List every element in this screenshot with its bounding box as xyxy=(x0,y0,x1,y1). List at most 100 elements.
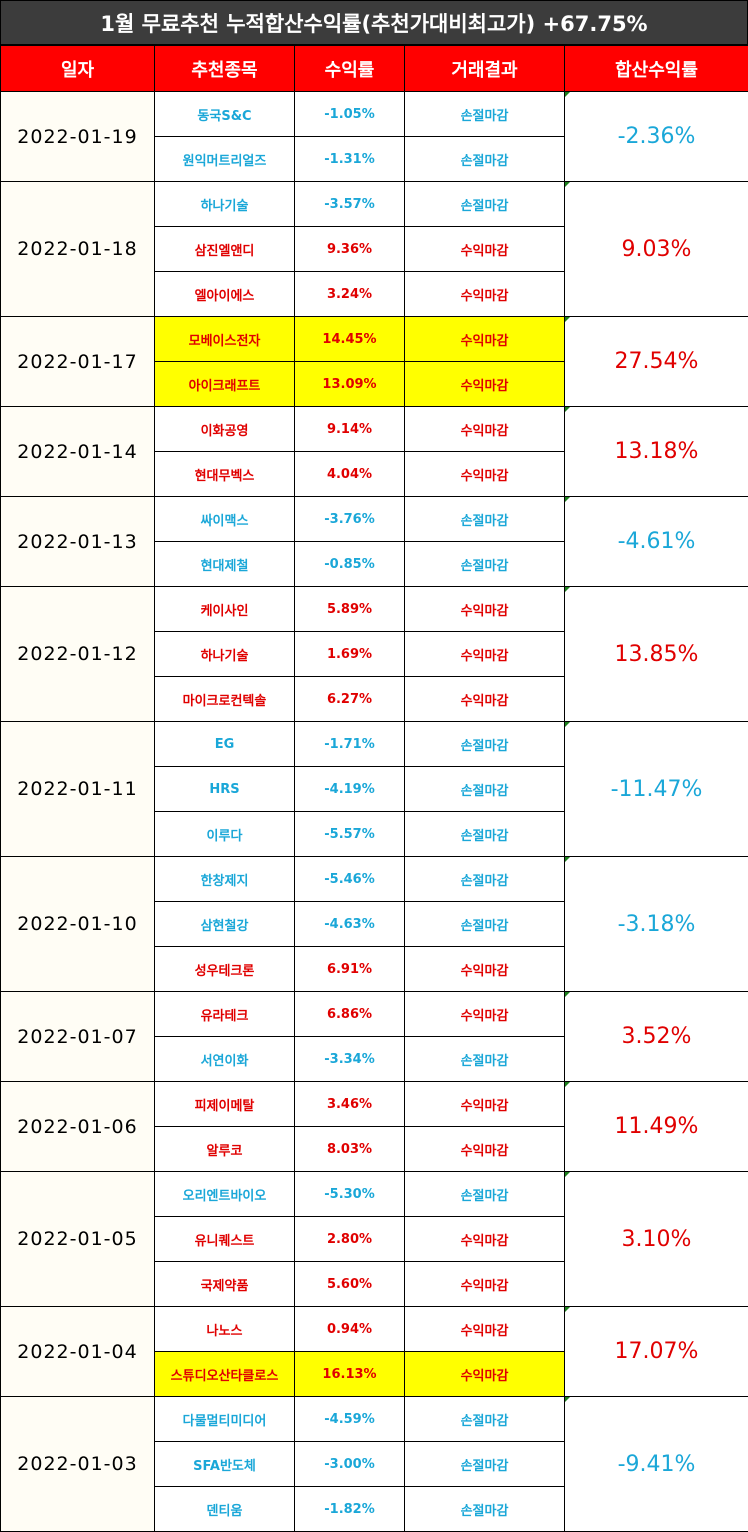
date-cell: 2022-01-03 xyxy=(1,1397,155,1532)
result-cell: 수익마감 xyxy=(405,362,565,407)
result-cell: 손절마감 xyxy=(405,182,565,227)
result-cell: 손절마감 xyxy=(405,497,565,542)
rate-cell: 16.13% xyxy=(295,1352,405,1397)
result-cell: 손절마감 xyxy=(405,92,565,137)
result-cell: 손절마감 xyxy=(405,902,565,947)
stock-cell: EG xyxy=(155,722,295,767)
stock-cell: 유니퀘스트 xyxy=(155,1217,295,1262)
result-cell: 손절마감 xyxy=(405,767,565,812)
stock-cell: 동국S&C xyxy=(155,92,295,137)
stock-cell: 스튜디오산타클로스 xyxy=(155,1352,295,1397)
rate-cell: 9.36% xyxy=(295,227,405,272)
rate-cell: -4.19% xyxy=(295,767,405,812)
result-cell: 수익마감 xyxy=(405,677,565,722)
date-cell: 2022-01-04 xyxy=(1,1307,155,1397)
stock-cell: 하나기술 xyxy=(155,632,295,677)
rate-cell: 0.94% xyxy=(295,1307,405,1352)
stock-cell: 원익머트리얼즈 xyxy=(155,137,295,182)
result-cell: 손절마감 xyxy=(405,857,565,902)
rate-cell: -0.85% xyxy=(295,542,405,587)
rate-cell: 6.27% xyxy=(295,677,405,722)
rate-cell: -1.31% xyxy=(295,137,405,182)
rate-cell: -5.46% xyxy=(295,857,405,902)
total-return-cell: 27.54% xyxy=(565,317,748,407)
stock-cell: HRS xyxy=(155,767,295,812)
date-cell: 2022-01-19 xyxy=(1,92,155,182)
result-cell: 수익마감 xyxy=(405,317,565,362)
result-cell: 수익마감 xyxy=(405,407,565,452)
result-cell: 손절마감 xyxy=(405,1397,565,1442)
result-cell: 수익마감 xyxy=(405,1352,565,1397)
result-cell: 수익마감 xyxy=(405,1127,565,1172)
result-cell: 손절마감 xyxy=(405,722,565,767)
result-cell: 손절마감 xyxy=(405,1037,565,1082)
total-return-cell: -2.36% xyxy=(565,92,748,182)
result-cell: 수익마감 xyxy=(405,1262,565,1307)
date-cell: 2022-01-13 xyxy=(1,497,155,587)
date-cell: 2022-01-11 xyxy=(1,722,155,857)
rate-cell: 9.14% xyxy=(295,407,405,452)
stock-cell: 피제이메탈 xyxy=(155,1082,295,1127)
stock-cell: 덴티움 xyxy=(155,1487,295,1532)
rate-cell: -1.82% xyxy=(295,1487,405,1532)
result-cell: 수익마감 xyxy=(405,227,565,272)
date-cell: 2022-01-12 xyxy=(1,587,155,722)
stock-cell: 마이크로컨텍솔 xyxy=(155,677,295,722)
header-date: 일자 xyxy=(1,46,155,92)
result-cell: 수익마감 xyxy=(405,587,565,632)
rate-cell: 5.89% xyxy=(295,587,405,632)
rate-cell: 13.09% xyxy=(295,362,405,407)
result-cell: 손절마감 xyxy=(405,542,565,587)
total-return-cell: 17.07% xyxy=(565,1307,748,1397)
result-cell: 수익마감 xyxy=(405,272,565,317)
stock-cell: 엘아이에스 xyxy=(155,272,295,317)
result-cell: 수익마감 xyxy=(405,1307,565,1352)
result-cell: 수익마감 xyxy=(405,947,565,992)
rate-cell: -5.57% xyxy=(295,812,405,857)
result-cell: 손절마감 xyxy=(405,1172,565,1217)
date-cell: 2022-01-07 xyxy=(1,992,155,1082)
stock-cell: 모베이스전자 xyxy=(155,317,295,362)
stock-cell: 성우테크론 xyxy=(155,947,295,992)
header-rate: 수익률 xyxy=(295,46,405,92)
page-title: 1월 무료추천 누적합산수익률(추천가대비최고가) +67.75% xyxy=(0,0,748,45)
stock-cell: 한창제지 xyxy=(155,857,295,902)
total-return-cell: 3.52% xyxy=(565,992,748,1082)
header-total: 합산수익률 xyxy=(565,46,748,92)
stock-cell: 하나기술 xyxy=(155,182,295,227)
date-cell: 2022-01-06 xyxy=(1,1082,155,1172)
rate-cell: 14.45% xyxy=(295,317,405,362)
header-stock: 추천종목 xyxy=(155,46,295,92)
stock-cell: 삼현철강 xyxy=(155,902,295,947)
rate-cell: -1.05% xyxy=(295,92,405,137)
rate-cell: -3.57% xyxy=(295,182,405,227)
rate-cell: -4.59% xyxy=(295,1397,405,1442)
stock-cell: 서연이화 xyxy=(155,1037,295,1082)
total-return-cell: -3.18% xyxy=(565,857,748,992)
stock-cell: 나노스 xyxy=(155,1307,295,1352)
stock-cell: SFA반도체 xyxy=(155,1442,295,1487)
header-result: 거래결과 xyxy=(405,46,565,92)
stock-cell: 알루코 xyxy=(155,1127,295,1172)
rate-cell: -3.00% xyxy=(295,1442,405,1487)
rate-cell: 5.60% xyxy=(295,1262,405,1307)
rate-cell: 3.46% xyxy=(295,1082,405,1127)
result-cell: 손절마감 xyxy=(405,1487,565,1532)
stock-cell: 이루다 xyxy=(155,812,295,857)
stock-cell: 오리엔트바이오 xyxy=(155,1172,295,1217)
stock-cell: 이화공영 xyxy=(155,407,295,452)
rate-cell: -3.76% xyxy=(295,497,405,542)
stock-cell: 현대무벡스 xyxy=(155,452,295,497)
date-cell: 2022-01-10 xyxy=(1,857,155,992)
date-cell: 2022-01-18 xyxy=(1,182,155,317)
result-cell: 수익마감 xyxy=(405,992,565,1037)
result-cell: 수익마감 xyxy=(405,452,565,497)
